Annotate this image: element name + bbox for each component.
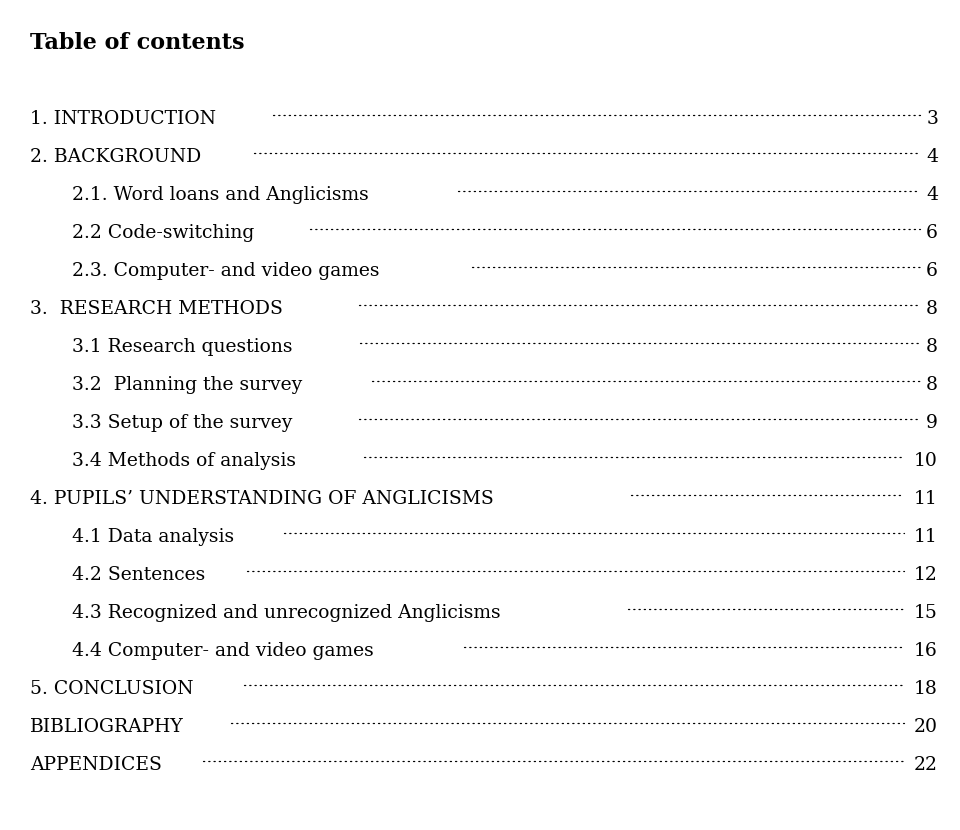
Text: 2. BACKGROUND: 2. BACKGROUND — [30, 148, 202, 166]
Text: 4.2 Sentences: 4.2 Sentences — [72, 566, 205, 584]
Text: 3.  RESEARCH METHODS: 3. RESEARCH METHODS — [30, 300, 283, 318]
Text: 9: 9 — [926, 414, 938, 432]
Text: 15: 15 — [914, 604, 938, 622]
Text: 6: 6 — [926, 224, 938, 242]
Text: 18: 18 — [914, 680, 938, 698]
Text: 4: 4 — [926, 186, 938, 204]
Text: 4.1 Data analysis: 4.1 Data analysis — [72, 528, 234, 546]
Text: 10: 10 — [914, 452, 938, 470]
Text: 6: 6 — [926, 262, 938, 280]
Text: 3.3 Setup of the survey: 3.3 Setup of the survey — [72, 414, 293, 432]
Text: 4: 4 — [926, 148, 938, 166]
Text: 4.3 Recognized and unrecognized Anglicisms: 4.3 Recognized and unrecognized Anglicis… — [72, 604, 500, 622]
Text: 3.1 Research questions: 3.1 Research questions — [72, 338, 293, 356]
Text: 11: 11 — [914, 490, 938, 508]
Text: 3.4 Methods of analysis: 3.4 Methods of analysis — [72, 452, 296, 470]
Text: 4. PUPILS’ UNDERSTANDING OF ANGLICISMS: 4. PUPILS’ UNDERSTANDING OF ANGLICISMS — [30, 490, 493, 508]
Text: BIBLIOGRAPHY: BIBLIOGRAPHY — [30, 718, 183, 736]
Text: 5. CONCLUSION: 5. CONCLUSION — [30, 680, 194, 698]
Text: 12: 12 — [914, 566, 938, 584]
Text: Table of contents: Table of contents — [30, 32, 245, 54]
Text: 2.1. Word loans and Anglicisms: 2.1. Word loans and Anglicisms — [72, 186, 369, 204]
Text: 2.3. Computer- and video games: 2.3. Computer- and video games — [72, 262, 379, 280]
Text: 22: 22 — [914, 756, 938, 774]
Text: APPENDICES: APPENDICES — [30, 756, 162, 774]
Text: 2.2 Code-switching: 2.2 Code-switching — [72, 224, 254, 242]
Text: 8: 8 — [926, 338, 938, 356]
Text: 3.2  Planning the survey: 3.2 Planning the survey — [72, 376, 302, 394]
Text: 16: 16 — [914, 642, 938, 660]
Text: 8: 8 — [926, 300, 938, 318]
Text: 11: 11 — [914, 528, 938, 546]
Text: 20: 20 — [914, 718, 938, 736]
Text: 8: 8 — [926, 376, 938, 394]
Text: 4.4 Computer- and video games: 4.4 Computer- and video games — [72, 642, 373, 660]
Text: 3: 3 — [926, 110, 938, 128]
Text: 1. INTRODUCTION: 1. INTRODUCTION — [30, 110, 216, 128]
